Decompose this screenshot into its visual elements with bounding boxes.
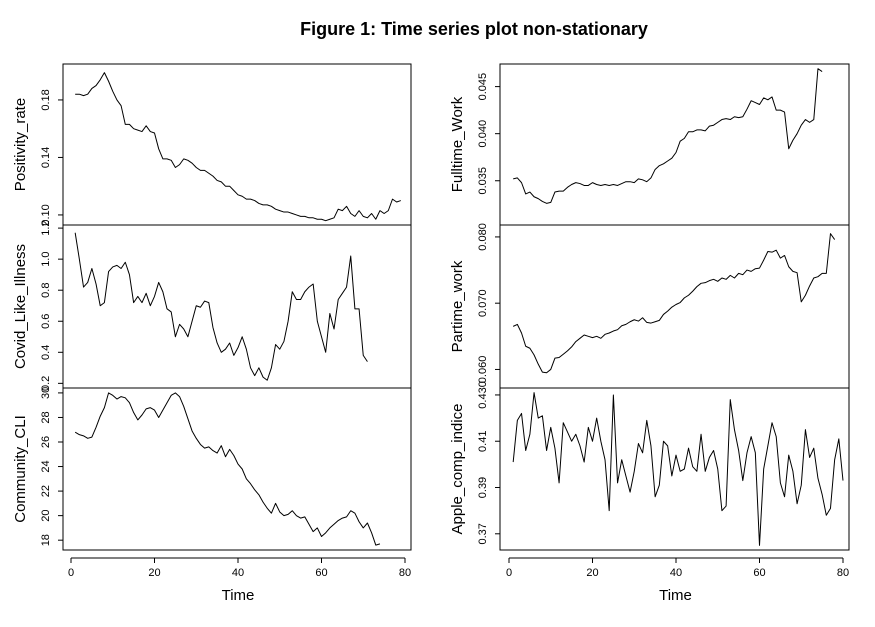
- panel-apple-comp-indice: 0.37 0.39 0.41 0.430 Apple_comp_indice 0 20 40 6…: [449, 381, 850, 604]
- series-line-partime-work: [512, 233, 836, 374]
- y-tick-label: 0.080: [477, 223, 489, 251]
- x-tick-label: 0: [68, 567, 74, 579]
- x-tick-label: 60: [753, 567, 765, 579]
- y-tick-label: 24: [40, 460, 52, 472]
- y-axis-label: Fulltime_Work: [449, 96, 466, 192]
- y-tick-label: 0.14: [40, 147, 52, 168]
- y-axis-label: Community_CLI: [12, 415, 29, 523]
- panel-covid-like-illness: 0.2 0.4 0.6 0.8 1.0 1.2 Covid_Like_Illness: [12, 220, 412, 391]
- x-tick-label: 20: [586, 567, 598, 579]
- panel-frame: [62, 387, 412, 551]
- y-tick-label: 0.4: [40, 345, 52, 360]
- y-tick-label: 0.060: [477, 356, 489, 384]
- y-tick-label: 0.37: [477, 523, 489, 544]
- y-tick-label: 0.8: [40, 283, 52, 298]
- y-tick-label: 0.39: [477, 477, 489, 498]
- x-tick-label: 0: [506, 567, 512, 579]
- figure-title: Figure 1: Time series plot non-stationar…: [300, 19, 648, 39]
- y-tick-label: 0.10: [40, 204, 52, 225]
- panel-positivity-rate: 0.10 0.14 0.18 Positivity_rate: [12, 63, 412, 226]
- y-tick-label: 26: [40, 436, 52, 448]
- panel-frame: [499, 63, 850, 226]
- y-tick-label: 0.2: [40, 376, 52, 391]
- y-tick-label: 30: [40, 387, 52, 399]
- x-tick-label: 80: [837, 567, 849, 579]
- x-tick-label: 40: [232, 567, 244, 579]
- y-tick-label: 0.430: [477, 381, 489, 409]
- y-tick-label: 0.6: [40, 314, 52, 329]
- panel-frame: [499, 224, 850, 389]
- y-tick-label: 20: [40, 510, 52, 522]
- panel-community-cli: 18 20 22 24 26 28 30 Community_CLI 0 20 40 60 80 Time: [12, 387, 412, 604]
- y-axis-label: Positivity_rate: [12, 98, 29, 191]
- y-axis-label: Partime_work: [449, 260, 466, 352]
- panel-partime-work: 0.060 0.070 0.080 Partime_work: [449, 223, 850, 389]
- panel-frame: [499, 387, 850, 551]
- panels-layer: 0.10 0.14 0.18 Positivity_rate 0.2 0.4 0.6 0.8 1…: [12, 63, 850, 604]
- y-tick-label: 1.2: [40, 220, 52, 235]
- x-tick-label: 60: [315, 567, 327, 579]
- y-axis-label: Apple_comp_indice: [449, 404, 466, 535]
- y-tick-label: 1.0: [40, 252, 52, 267]
- series-line-apple-comp-indice: [512, 392, 844, 546]
- y-tick-label: 22: [40, 485, 52, 497]
- panel-frame: [62, 224, 412, 389]
- y-tick-label: 0.035: [477, 167, 489, 195]
- y-tick-label: 0.41: [477, 431, 489, 452]
- y-tick-label: 28: [40, 411, 52, 423]
- panel-frame: [62, 63, 412, 226]
- y-tick-label: 0.070: [477, 289, 489, 317]
- x-axis-label: Time: [222, 587, 255, 604]
- y-tick-label: 18: [40, 534, 52, 546]
- x-tick-label: 80: [399, 567, 411, 579]
- y-tick-label: 0.045: [477, 73, 489, 101]
- series-line-positivity-rate: [75, 72, 401, 222]
- y-tick-label: 0.040: [477, 120, 489, 148]
- panel-fulltime-work: 0.035 0.040 0.045 Fulltime_Work: [449, 63, 850, 226]
- x-axis-label: Time: [659, 587, 692, 604]
- y-axis-label: Covid_Like_Illness: [12, 244, 29, 369]
- series-line-fulltime-work: [513, 68, 823, 204]
- y-tick-label: 0.18: [40, 89, 52, 110]
- x-tick-label: 40: [670, 567, 682, 579]
- x-tick-label: 20: [148, 567, 160, 579]
- series-line-covid-like-illness: [74, 232, 368, 381]
- series-line-community-cli: [74, 392, 381, 546]
